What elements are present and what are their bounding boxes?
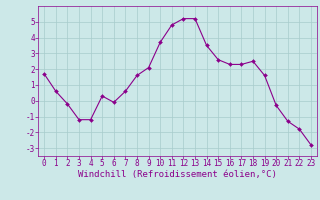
X-axis label: Windchill (Refroidissement éolien,°C): Windchill (Refroidissement éolien,°C) (78, 170, 277, 179)
